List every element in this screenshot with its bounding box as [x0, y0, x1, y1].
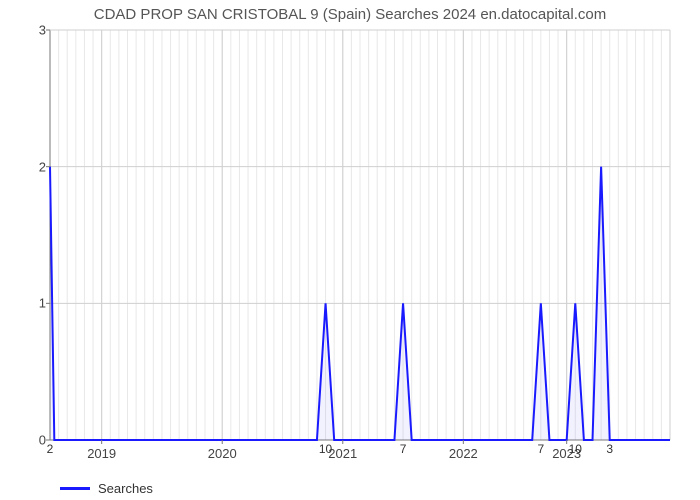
legend-label: Searches [98, 481, 153, 496]
x-tick-label: 2019 [87, 446, 116, 461]
value-label: 2 [47, 442, 54, 456]
plot-area [50, 30, 670, 440]
x-tick-label: 2022 [449, 446, 478, 461]
legend-swatch [60, 487, 90, 490]
value-label: 10 [569, 442, 582, 456]
y-tick-label: 2 [6, 159, 46, 174]
x-tick-label: 2021 [328, 446, 357, 461]
chart-container: CDAD PROP SAN CRISTOBAL 9 (Spain) Search… [0, 0, 700, 500]
value-label: 7 [537, 442, 544, 456]
value-label: 3 [606, 442, 613, 456]
y-tick-label: 1 [6, 296, 46, 311]
legend: Searches [60, 481, 153, 496]
y-tick-label: 3 [6, 23, 46, 38]
chart-svg [50, 30, 670, 440]
value-label: 10 [319, 442, 332, 456]
x-tick-label: 2020 [208, 446, 237, 461]
chart-title: CDAD PROP SAN CRISTOBAL 9 (Spain) Search… [0, 6, 700, 23]
value-label: 7 [400, 442, 407, 456]
y-tick-label: 0 [6, 433, 46, 448]
